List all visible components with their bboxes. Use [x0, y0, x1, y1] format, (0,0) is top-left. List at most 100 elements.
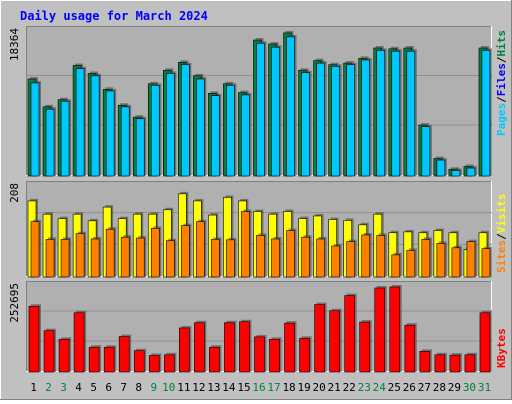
kbytes-bar-17 [269, 337, 282, 373]
sites-bar-14 [226, 237, 237, 278]
kbytes-bar-19 [299, 336, 312, 373]
x-label-day-16: 16 [252, 381, 265, 394]
legend-kbytes-label: KBytes [495, 328, 508, 368]
files-bar-23 [361, 57, 372, 177]
kbytes-bar-12 [194, 320, 207, 373]
files-bar-24 [376, 48, 387, 177]
sites-bar-4 [75, 231, 87, 278]
kbytes-bar-4 [73, 310, 87, 373]
kbytes-bar-30 [464, 352, 477, 373]
x-label-day-6: 6 [105, 381, 112, 394]
x-label-day-18: 18 [282, 381, 295, 394]
files-bar-29 [451, 168, 462, 177]
kbytes-bar-26 [404, 323, 417, 373]
sites-bar-27 [421, 237, 432, 278]
x-label-day-24: 24 [373, 381, 387, 394]
kbytes-bar-28 [434, 352, 447, 373]
kbytes-bar-6 [103, 345, 117, 373]
files-bar-31 [481, 48, 492, 177]
x-label-day-3: 3 [60, 381, 67, 394]
kbytes-bar-9 [148, 353, 162, 373]
x-label-day-26: 26 [403, 381, 416, 394]
kbytes-bar-23 [359, 320, 372, 373]
legend-kbytes: KBytes [495, 328, 508, 368]
kbytes-bar-24 [374, 285, 387, 373]
legend-visits: Visits [495, 194, 508, 234]
legend-sep-1: / [495, 96, 508, 103]
sites-bar-19 [301, 235, 312, 278]
files-bar-10 [165, 71, 177, 177]
kbytes-bar-1 [28, 304, 41, 373]
kbytes-bar-25 [389, 284, 402, 373]
sites-bar-22 [346, 239, 357, 278]
x-label-day-8: 8 [135, 381, 142, 394]
legend-visits-sites: Sites/Visits [495, 194, 508, 274]
kbytes-bar-22 [344, 293, 357, 373]
files-bar-1 [30, 80, 41, 177]
legend-pages: Pages [495, 103, 508, 136]
x-label-day-10: 10 [162, 381, 175, 394]
files-bar-3 [60, 99, 72, 177]
sites-bar-24 [376, 233, 387, 278]
kbytes-bar-16 [254, 334, 267, 373]
files-bar-13 [211, 93, 222, 177]
sites-bar-10 [165, 238, 177, 278]
bars [27, 30, 492, 373]
sites-bar-26 [406, 248, 417, 278]
sites-bar-9 [150, 226, 162, 278]
files-bar-15 [241, 92, 252, 177]
x-label-day-31: 31 [478, 381, 491, 394]
x-label-day-28: 28 [433, 381, 446, 394]
sites-bar-30 [466, 239, 477, 278]
kbytes-bar-31 [479, 310, 492, 373]
legend-hits: Hits [495, 30, 508, 57]
kbytes-bar-27 [419, 349, 432, 373]
files-bar-12 [196, 77, 207, 177]
x-label-day-23: 23 [358, 381, 371, 394]
sites-bar-6 [105, 227, 117, 278]
x-label-day-20: 20 [313, 381, 326, 394]
kbytes-bar-14 [224, 320, 237, 373]
files-bar-25 [391, 49, 402, 177]
files-bar-21 [331, 64, 342, 177]
x-label-day-19: 19 [297, 381, 310, 394]
files-bar-8 [135, 116, 147, 177]
x-label-day-25: 25 [388, 381, 401, 394]
x-label-day-17: 17 [267, 381, 280, 394]
sites-bar-21 [331, 244, 342, 278]
sites-bar-2 [45, 237, 57, 278]
legend-sites: Sites [495, 240, 508, 273]
files-bar-17 [271, 45, 282, 177]
legend-sep-2: / [495, 56, 508, 63]
files-bar-20 [316, 61, 327, 177]
x-label-day-4: 4 [75, 381, 82, 394]
files-bar-11 [181, 62, 192, 177]
files-bar-14 [226, 83, 237, 177]
sites-bar-23 [361, 232, 372, 278]
kbytes-bar-29 [449, 353, 462, 373]
legend-sep-3: / [495, 233, 508, 240]
files-bar-27 [421, 124, 432, 177]
sites-bar-3 [60, 237, 72, 278]
files-bar-16 [256, 41, 267, 177]
sites-bar-12 [196, 219, 207, 278]
files-bar-9 [150, 83, 162, 177]
x-label-day-14: 14 [222, 381, 236, 394]
labels: 18364208252695Pages/Files/HitsSites/Visi… [8, 28, 508, 394]
kbytes-bar-21 [329, 308, 342, 373]
x-label-day-5: 5 [90, 381, 97, 394]
kbytes-bar-11 [179, 325, 192, 373]
files-bar-19 [301, 70, 312, 177]
kbytes-bar-10 [163, 352, 177, 373]
kbytes-ymax-label: 252695 [8, 283, 21, 323]
sites-bar-8 [135, 236, 147, 278]
files-bar-22 [346, 62, 357, 177]
sites-bar-17 [271, 236, 282, 278]
files-bar-5 [90, 73, 102, 177]
files-bar-18 [286, 34, 297, 177]
sites-bar-15 [241, 209, 252, 278]
sites-bar-28 [436, 241, 447, 278]
legend-hits-files-pages: Pages/Files/Hits [495, 30, 508, 136]
